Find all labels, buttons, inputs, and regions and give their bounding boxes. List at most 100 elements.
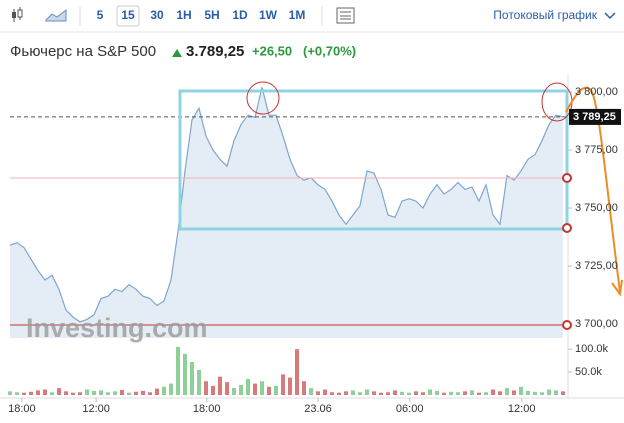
x-tick-label: 12:00: [82, 403, 110, 415]
interval-button[interactable]: 15: [121, 8, 135, 22]
y-tick-label: 3 750,00: [575, 202, 618, 214]
volume-bar: [344, 391, 348, 395]
volume-bar: [190, 362, 194, 395]
volume-bar: [92, 390, 96, 395]
volume-bar: [365, 389, 369, 395]
table-icon[interactable]: [336, 7, 355, 24]
volume-bar: [281, 374, 285, 395]
volume-bar: [288, 377, 292, 395]
x-tick-label: 18:00: [8, 403, 36, 415]
x-tick-label: 06:00: [396, 403, 424, 415]
volume-bar: [43, 389, 47, 395]
volume-bar: [232, 388, 236, 395]
y-tick-label: 3 775,00: [575, 144, 618, 156]
last-price: 3.789,25: [186, 43, 244, 60]
active-interval-box: [116, 5, 140, 27]
area-fill: [10, 87, 563, 338]
volume-bar: [127, 392, 131, 395]
current-price-label: 3 789,25: [573, 111, 616, 123]
volume-bar: [204, 381, 208, 395]
volume-bar: [113, 391, 117, 395]
y-tick-label: 3 700,00: [575, 318, 618, 330]
interval-button[interactable]: 1W: [259, 8, 278, 22]
interval-button[interactable]: 5: [97, 8, 104, 22]
volume-bar: [512, 390, 516, 395]
up-arrow: [172, 49, 182, 57]
volume-bar: [36, 390, 40, 395]
interval-button[interactable]: 30: [150, 8, 164, 22]
volume-bar: [183, 353, 187, 395]
handle: [562, 320, 572, 330]
interval-button[interactable]: 1D: [232, 8, 248, 22]
watermark: Investing.com: [26, 313, 208, 343]
volume-bar: [323, 389, 327, 395]
interval-button[interactable]: 1H: [176, 8, 191, 22]
volume-bar: [302, 381, 306, 395]
volume-bar: [169, 383, 173, 395]
volume-bar: [99, 390, 103, 395]
volume-bar: [393, 390, 397, 395]
arrow-head: [611, 279, 623, 297]
volume-bar: [372, 391, 376, 395]
volume-bar: [253, 383, 257, 395]
volume-bar: [267, 386, 271, 395]
volume-bar: [456, 392, 460, 395]
y-tick-label: 3 800,00: [575, 86, 618, 98]
volume-bar: [491, 389, 495, 395]
candles-icon[interactable]: [12, 7, 23, 22]
volume-bar: [533, 391, 537, 395]
rectangle-drawing: [178, 89, 569, 231]
volume-bar: [414, 391, 418, 395]
volume-bar: [330, 392, 334, 395]
volume-bar: [428, 389, 432, 395]
volume-bar: [498, 391, 502, 395]
volume-bar: [386, 392, 390, 395]
dropdown-chevron[interactable]: [604, 12, 616, 20]
volume-bar: [540, 392, 544, 395]
volume-bar: [155, 388, 159, 395]
volume-bar: [400, 391, 404, 395]
volume-bar: [309, 388, 313, 395]
handle: [562, 223, 572, 233]
price-change: +26,50: [252, 43, 292, 58]
volume-bar: [421, 392, 425, 395]
drawings: [10, 81, 623, 330]
circle-drawing: [246, 81, 280, 115]
interval-button[interactable]: 1M: [289, 8, 306, 22]
volume-bar: [148, 392, 152, 395]
volume-bar: [561, 391, 565, 395]
volume-bar: [442, 392, 446, 395]
current-price-tag: [569, 108, 621, 125]
volume-bar: [120, 389, 124, 395]
volume-bar: [162, 386, 166, 395]
volume-bar: [435, 390, 439, 395]
volume-bar: [106, 392, 110, 395]
x-tick-label: 18:00: [193, 403, 221, 415]
volume-bar: [218, 376, 222, 395]
volume-bar: [141, 390, 145, 395]
volume-bar: [505, 388, 509, 395]
volume-bar: [260, 381, 264, 395]
volume-bar: [225, 382, 229, 395]
volume-bar: [547, 389, 551, 395]
volume-bar: [526, 390, 530, 395]
x-tick-label: 12:00: [508, 403, 536, 415]
volume-bar: [15, 392, 19, 395]
volume-bar: [351, 390, 355, 395]
volume-bar: [407, 392, 411, 395]
volume-tick-label: 50.0k: [575, 366, 602, 378]
volume-bar: [379, 392, 383, 395]
volume-bar: [295, 349, 299, 395]
stream-label[interactable]: Потоковый график: [493, 8, 597, 22]
volume-bar: [337, 392, 341, 395]
volume-bar: [358, 392, 362, 395]
volume-bar: [197, 369, 201, 395]
volume-bar: [554, 390, 558, 395]
area-icon[interactable]: [45, 8, 67, 22]
interval-button[interactable]: 5H: [204, 8, 219, 22]
volume-bar: [29, 391, 33, 395]
arrow-drawing: [565, 86, 621, 293]
volume-bar: [274, 385, 278, 395]
handle: [562, 173, 572, 183]
